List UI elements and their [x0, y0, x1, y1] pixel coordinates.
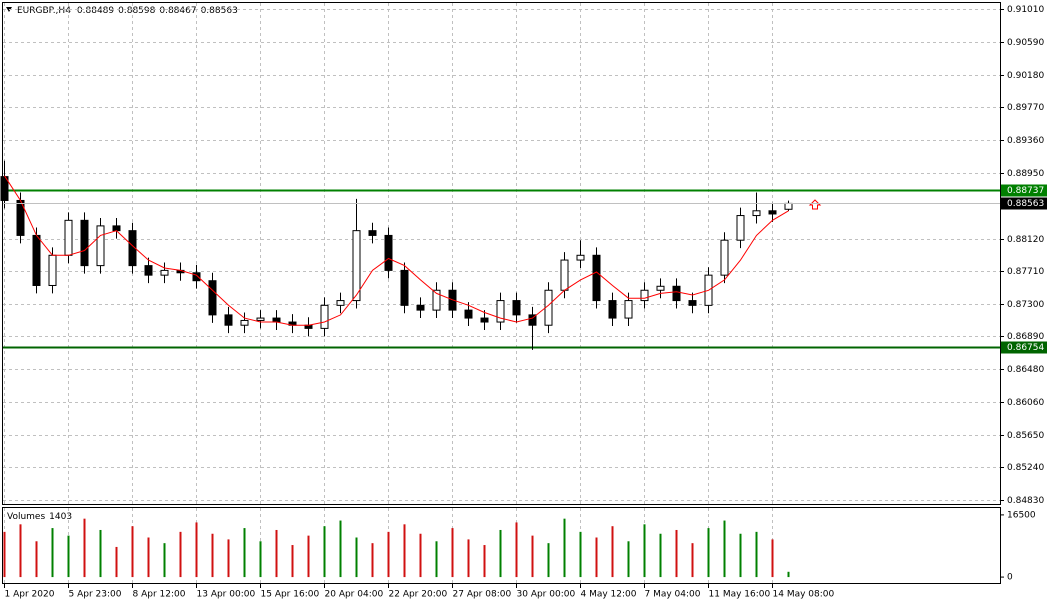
x-tick-label: 4 May 12:00: [581, 590, 637, 600]
candle-body: [368, 230, 377, 236]
y-tick-label: 0.87300: [1007, 300, 1044, 310]
candle-body: [48, 254, 57, 286]
x-tick-label: 30 Apr 00:00: [517, 590, 576, 600]
y-tick-label: 0.90180: [1007, 71, 1044, 81]
y-tick-label: 0.89360: [1007, 136, 1044, 146]
candle-body: [560, 259, 569, 291]
grid: [3, 3, 1000, 583]
volume-tick-label: 0: [1007, 573, 1013, 583]
candle-body: [128, 230, 137, 267]
y-tick-label: 0.86890: [1007, 332, 1044, 342]
level-label-bg: [1001, 184, 1047, 197]
header-open: 0.88489: [77, 6, 114, 16]
volume-last: 1403: [49, 512, 72, 522]
ma-line: [4, 175, 789, 326]
candle-body: [240, 319, 249, 326]
y-tick-label: 0.88120: [1007, 235, 1044, 245]
candle-body: [464, 309, 473, 319]
candle-body: [144, 265, 153, 276]
candle-body: [576, 254, 585, 261]
x-tick-label: 11 May 16:00: [709, 590, 771, 600]
header-low: 0.88467: [159, 6, 196, 16]
candle-body: [752, 210, 761, 217]
volume-tick-label: 16500: [1007, 510, 1036, 520]
buy-arrow: [808, 199, 822, 210]
candle-body: [192, 272, 201, 282]
y-tick-label: 0.84830: [1007, 496, 1044, 506]
volume-label: Volumes: [7, 512, 45, 522]
y-tick-label: 0.91010: [1007, 5, 1044, 15]
price-label: 0.88563: [1007, 199, 1044, 209]
y-tick-label: 0.86060: [1007, 398, 1044, 408]
x-tick-label: 20 Apr 04:00: [325, 590, 384, 600]
level-label: 0.88737: [1007, 186, 1044, 196]
y-tick-label: 0.87710: [1007, 267, 1044, 277]
x-tick-label: 1 Apr 2020: [5, 590, 55, 600]
candle-body: [720, 239, 729, 276]
candle-body: [208, 280, 217, 316]
candle-body: [256, 317, 265, 321]
candle-body: [80, 219, 89, 267]
candle-body: [480, 317, 489, 323]
candle-body: [592, 254, 601, 302]
y-tick-label: 0.85240: [1007, 463, 1044, 473]
candle-body: [224, 314, 233, 326]
candle-body: [432, 289, 441, 311]
x-tick-label: 14 May 08:00: [773, 590, 835, 600]
y-tick-label: 0.86480: [1007, 365, 1044, 375]
candle-body: [352, 230, 361, 302]
y-tick-label: 0.89770: [1007, 103, 1044, 113]
candle-body: [384, 234, 393, 271]
candle-body: [160, 269, 169, 276]
x-tick-label: 13 Apr 00:00: [197, 590, 256, 600]
x-tick-label: 7 May 04:00: [645, 590, 701, 600]
candle-body: [640, 289, 649, 302]
candle-body: [400, 269, 409, 306]
candle-body: [768, 210, 777, 215]
price-panel: [2, 2, 1001, 505]
candle-body: [64, 219, 73, 256]
candle-body: [656, 285, 665, 291]
x-tick-label: 27 Apr 08:00: [453, 590, 512, 600]
level-label: 0.86754: [1007, 343, 1044, 353]
header-close: 0.88563: [201, 6, 238, 16]
y-tick-label: 0.90590: [1007, 38, 1044, 48]
candle-body: [736, 215, 745, 241]
header-high: 0.88598: [118, 6, 155, 16]
candle-body: [608, 300, 617, 319]
y-tick-label: 0.88950: [1007, 169, 1044, 179]
candle-body: [784, 202, 793, 210]
candle-body: [672, 285, 681, 302]
candle-body: [416, 304, 425, 311]
candle-body: [512, 300, 521, 316]
candle-body: [96, 225, 105, 267]
candle-body: [272, 317, 281, 323]
candle-body: [336, 300, 345, 306]
volume-header: Volumes 1403: [7, 512, 72, 522]
x-tick-label: 22 Apr 20:00: [389, 590, 448, 600]
price-label-bg: [1001, 197, 1047, 210]
candle-body: [624, 300, 633, 319]
candle-body: [320, 304, 329, 329]
chart-header: EURGBP.,H4 0.88489 0.88598 0.88467 0.88563: [17, 6, 238, 16]
candle-body: [112, 225, 121, 232]
candle-body: [528, 314, 537, 326]
candle-body: [496, 300, 505, 323]
x-tick-label: 5 Apr 23:00: [69, 590, 122, 600]
y-tick-label: 0.85650: [1007, 431, 1044, 441]
x-tick-label: 8 Apr 12:00: [133, 590, 186, 600]
symbol: EURGBP.,H4: [17, 6, 71, 16]
level-label-bg: [1001, 341, 1047, 354]
x-tick-label: 15 Apr 16:00: [261, 590, 320, 600]
candle-body: [32, 234, 41, 286]
candle-body: [688, 300, 697, 306]
